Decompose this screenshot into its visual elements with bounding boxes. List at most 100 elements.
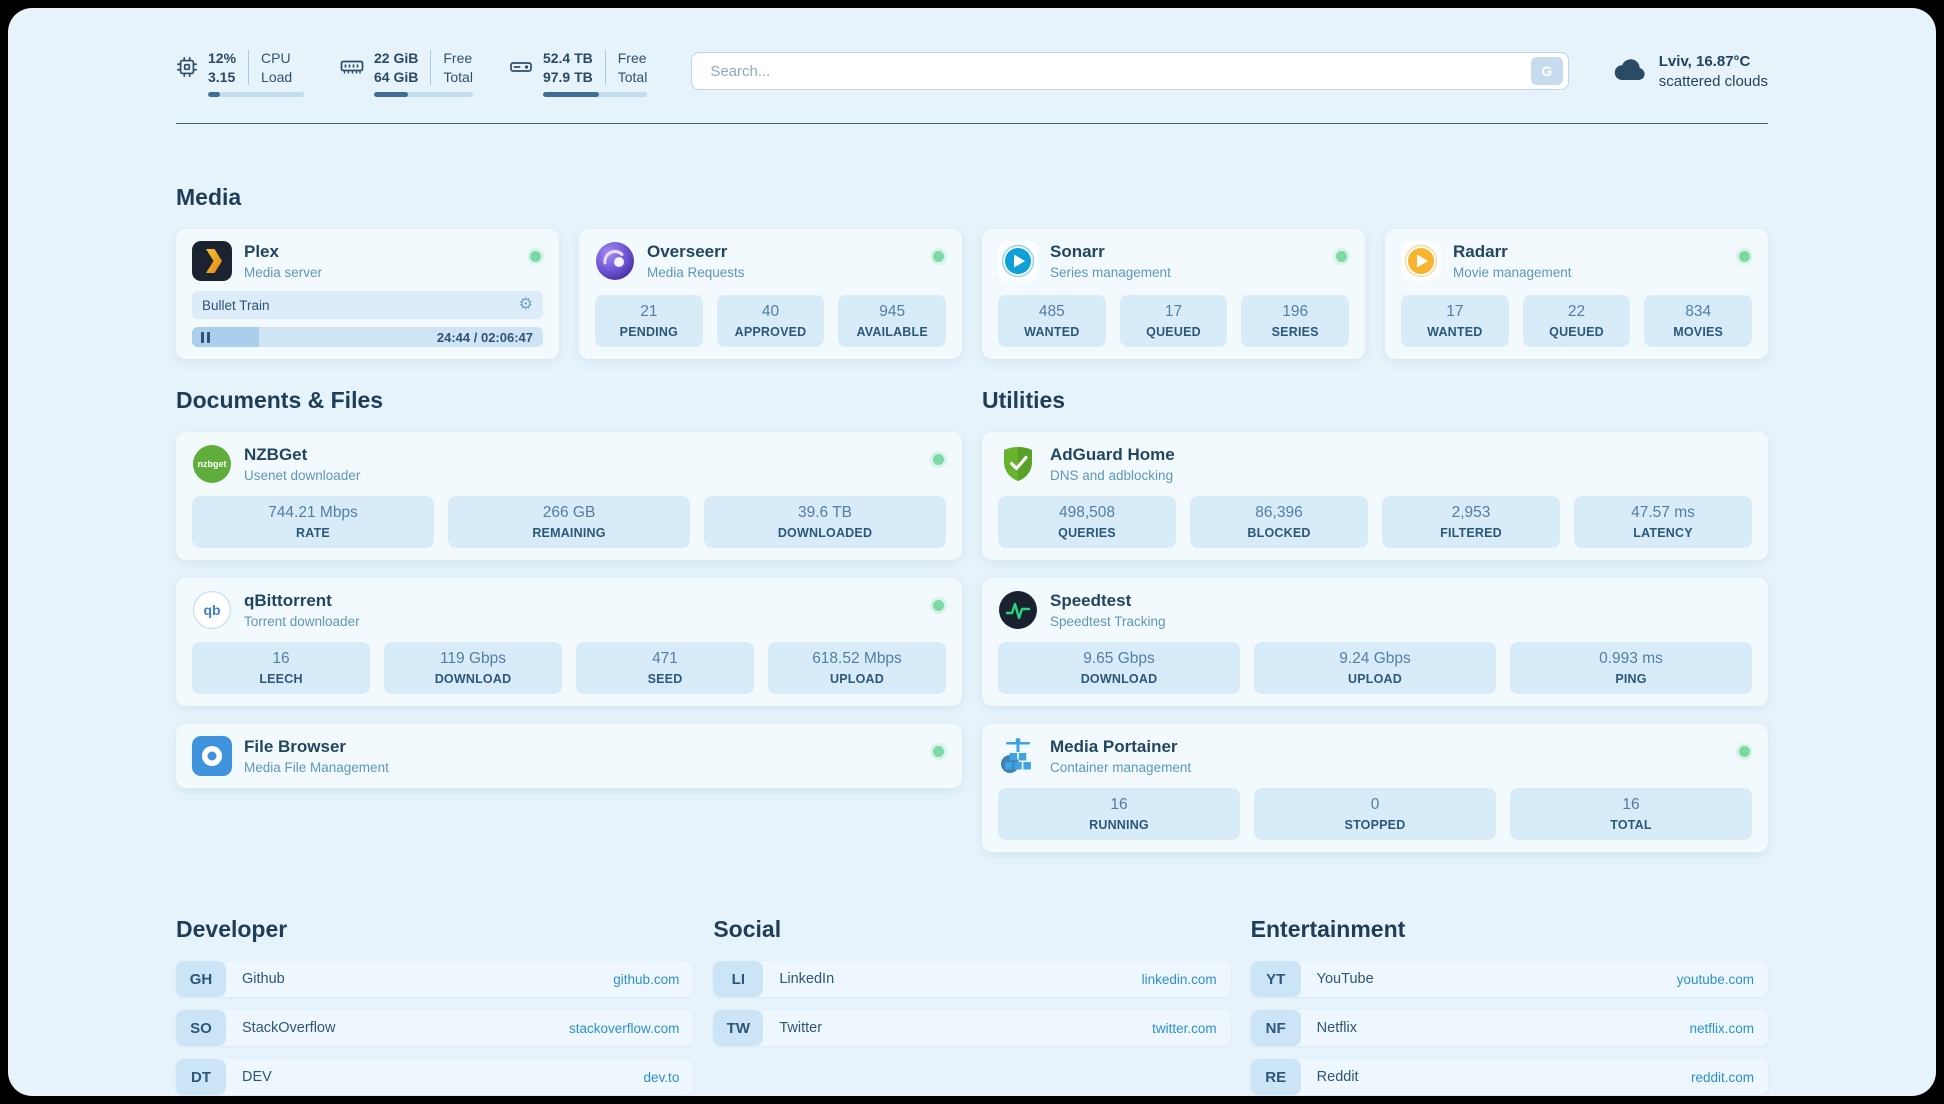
bookmark-name: YouTube xyxy=(1316,971,1374,987)
section-title-media: Media xyxy=(176,184,242,210)
search-input[interactable] xyxy=(708,61,1531,81)
playback-progress-bar[interactable]: 24:44 / 02:06:47 xyxy=(192,327,543,347)
bookmark-abbr: RE xyxy=(1250,1059,1301,1095)
bookmark-twitter[interactable]: TW Twitter twitter.com xyxy=(713,1010,1231,1046)
divider xyxy=(604,50,606,85)
cpu-label: CPU xyxy=(261,50,291,66)
stat-stopped: 0 STOPPED xyxy=(1254,788,1496,840)
now-playing-row: Bullet Train ⚙ xyxy=(192,291,543,319)
stat-latency: 47.57 ms LATENCY xyxy=(1574,496,1752,548)
app-subtitle: Usenet downloader xyxy=(244,468,361,483)
disk-progress-fill xyxy=(542,92,600,97)
disk-total-value: 97.9 TB xyxy=(542,69,593,85)
cpu-load-label: Load xyxy=(261,69,293,85)
ram-total-label: Total xyxy=(443,69,473,85)
disk-progress-bar xyxy=(542,92,648,97)
stat-available: 945 AVAILABLE xyxy=(838,295,947,347)
app-subtitle: Media Requests xyxy=(647,265,745,280)
radarr-card[interactable]: Radarr Movie management 17 WANTED 22 QUE… xyxy=(1385,229,1768,359)
disk-total-label: Total xyxy=(617,69,648,85)
social-section: Social LI LinkedIn linkedin.com TW Twitt… xyxy=(713,916,1231,1096)
app-subtitle: Media server xyxy=(244,265,323,280)
bookmark-link[interactable]: twitter.com xyxy=(1152,1020,1217,1036)
speedtest-card[interactable]: Speedtest Speedtest Tracking 9.65 Gbps D… xyxy=(982,578,1768,706)
bookmark-dev[interactable]: DT DEV dev.to xyxy=(176,1059,694,1095)
media-section: Media xyxy=(176,184,1768,359)
stat-pending: 21 PENDING xyxy=(595,295,703,347)
bookmark-github[interactable]: GH Github github.com xyxy=(176,961,694,997)
overseerr-icon xyxy=(595,241,635,281)
app-name: qBittorrent xyxy=(244,591,332,610)
adguard-card[interactable]: AdGuard Home DNS and adblocking 498,508 … xyxy=(982,432,1768,560)
bookmark-linkedin[interactable]: LI LinkedIn linkedin.com xyxy=(713,961,1231,997)
bookmark-youtube[interactable]: YT YouTube youtube.com xyxy=(1250,961,1768,997)
bookmark-netflix[interactable]: NF Netflix netflix.com xyxy=(1250,1010,1768,1046)
ram-icon xyxy=(340,56,364,83)
stat-wanted: 485 WANTED xyxy=(998,295,1106,347)
status-dot xyxy=(1336,251,1347,262)
stat-queued: 17 QUEUED xyxy=(1119,295,1228,347)
stat-rate: 744.21 Mbps RATE xyxy=(192,496,434,548)
header-divider xyxy=(176,123,1768,124)
bookmark-link[interactable]: linkedin.com xyxy=(1141,971,1217,987)
disk-icon xyxy=(509,56,533,83)
overseerr-card[interactable]: Overseerr Media Requests 21 PENDING 40 A… xyxy=(579,229,962,359)
entertainment-section: Entertainment YT YouTube youtube.com NF … xyxy=(1250,916,1768,1096)
portainer-card[interactable]: Media Portainer Container management 16 … xyxy=(982,724,1768,852)
documents-section: Documents & Files nzbget NZBGet xyxy=(176,387,962,870)
top-bar: 12% 3.15 CPU Load xyxy=(176,50,1768,97)
cpu-load-value: 3.15 xyxy=(208,69,236,85)
ram-free-value: 22 GiB xyxy=(374,50,419,66)
stat-running: 16 RUNNING xyxy=(998,788,1240,840)
stat-upload: 9.24 Gbps UPLOAD xyxy=(1254,642,1496,694)
cpu-usage-value: 12% xyxy=(208,50,237,66)
cpu-progress-fill xyxy=(208,92,220,97)
bookmark-name: Github xyxy=(242,971,285,987)
section-title-documents: Documents & Files xyxy=(176,387,384,413)
filebrowser-card[interactable]: File Browser Media File Management xyxy=(176,724,962,788)
bookmark-link[interactable]: github.com xyxy=(613,971,680,987)
cpu-progress-bar xyxy=(208,92,304,97)
app-name: NZBGet xyxy=(244,445,308,464)
bookmark-name: StackOverflow xyxy=(242,1020,336,1036)
bookmark-link[interactable]: reddit.com xyxy=(1690,1069,1754,1085)
sonarr-card[interactable]: Sonarr Series management 485 WANTED 17 Q… xyxy=(982,229,1365,359)
app-name: File Browser xyxy=(244,737,347,756)
status-dot xyxy=(933,251,944,262)
bookmark-abbr: DT xyxy=(176,1059,226,1095)
search-provider-button[interactable]: G xyxy=(1530,57,1563,85)
bookmark-link[interactable]: stackoverflow.com xyxy=(569,1020,680,1036)
divider xyxy=(248,50,250,85)
section-title-social: Social xyxy=(713,916,782,942)
speedtest-icon xyxy=(998,590,1038,630)
plex-icon xyxy=(192,241,232,281)
app-name: Sonarr xyxy=(1050,242,1105,261)
qbittorrent-card[interactable]: qb qBittorrent Torrent downloader 16 LEE… xyxy=(176,578,962,706)
stat-movies: 834 MOVIES xyxy=(1644,295,1753,347)
status-dot xyxy=(1739,251,1750,262)
section-title-utilities: Utilities xyxy=(982,387,1066,413)
plex-card[interactable]: Plex Media server Bullet Train ⚙ 24:44 /… xyxy=(176,229,559,359)
disk-free-value: 52.4 TB xyxy=(542,50,593,66)
ram-total-value: 64 GiB xyxy=(374,69,419,85)
stat-blocked: 86,396 BLOCKED xyxy=(1190,496,1368,548)
app-subtitle: Media File Management xyxy=(244,760,389,775)
gear-icon[interactable]: ⚙ xyxy=(518,296,533,313)
bookmark-link[interactable]: youtube.com xyxy=(1676,971,1754,987)
cpu-metric: 12% 3.15 CPU Load xyxy=(176,50,304,97)
bookmark-link[interactable]: dev.to xyxy=(643,1069,680,1085)
radarr-icon xyxy=(1401,241,1441,281)
pause-icon[interactable] xyxy=(201,331,210,343)
bookmark-abbr: LI xyxy=(713,961,764,997)
stat-download: 119 Gbps DOWNLOAD xyxy=(384,642,562,694)
bookmark-abbr: GH xyxy=(176,961,226,997)
bookmark-stackoverflow[interactable]: SO StackOverflow stackoverflow.com xyxy=(176,1010,694,1046)
stat-total: 16 TOTAL xyxy=(1510,788,1752,840)
app-subtitle: Series management xyxy=(1050,265,1171,280)
nzbget-card[interactable]: nzbget NZBGet Usenet downloader 744.21 M… xyxy=(176,432,962,560)
ram-progress-bar xyxy=(374,92,473,97)
bookmark-link[interactable]: netflix.com xyxy=(1689,1020,1754,1036)
divider xyxy=(430,50,432,85)
app-subtitle: Torrent downloader xyxy=(244,614,360,629)
bookmark-reddit[interactable]: RE Reddit reddit.com xyxy=(1250,1059,1768,1095)
